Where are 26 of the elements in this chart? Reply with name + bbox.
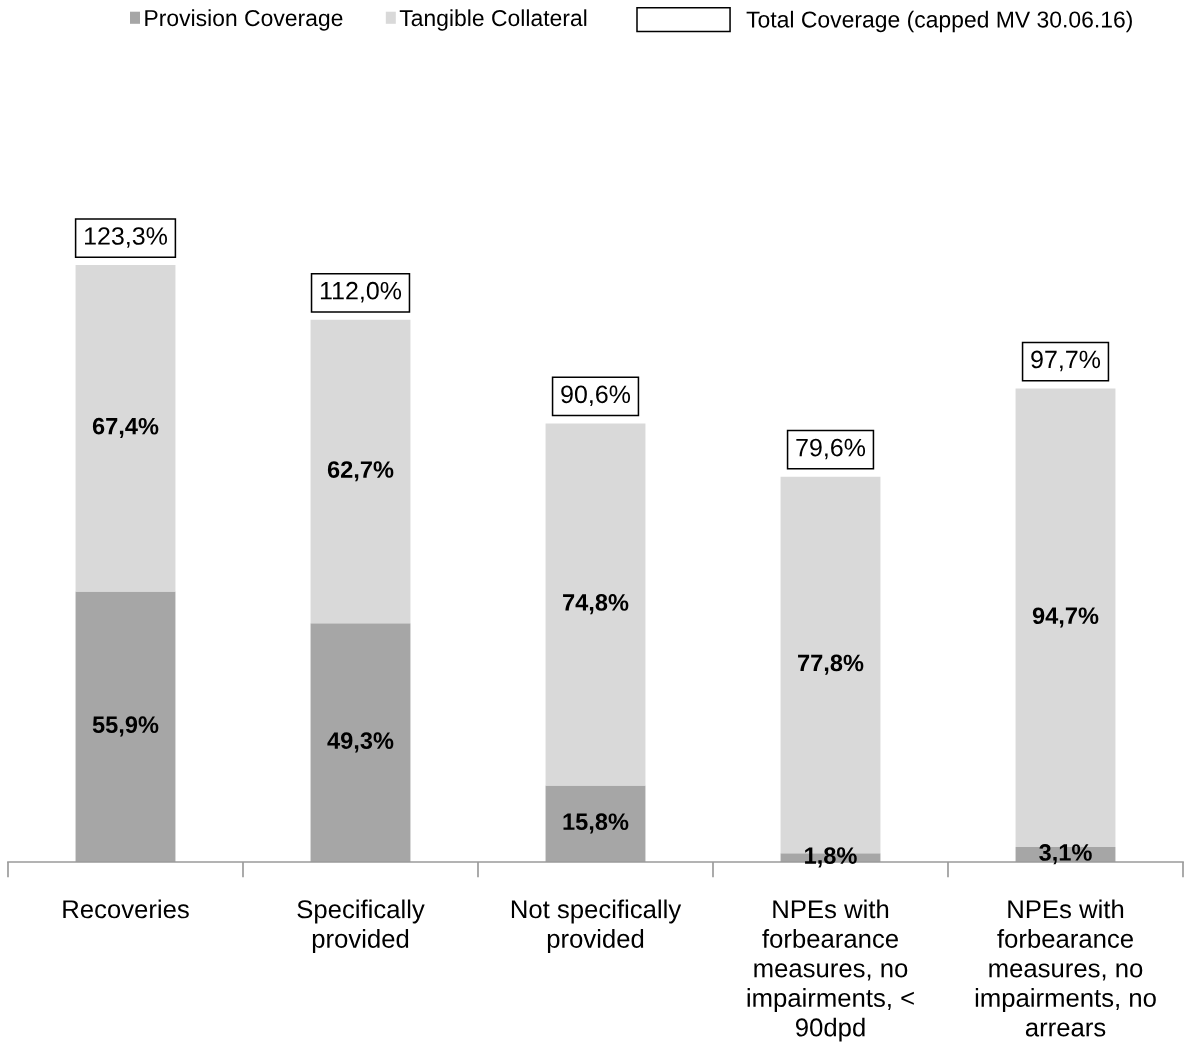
- data-label: 74,8%: [563, 594, 629, 615]
- total-label: 79,6%: [796, 438, 866, 460]
- data-label: 3,1%: [1039, 844, 1092, 865]
- data-label: 62,7%: [327, 461, 394, 482]
- total-label: 90,6%: [561, 385, 631, 407]
- data-label: 94,7%: [1032, 607, 1099, 628]
- x-tick-label: Not specifically provided: [511, 899, 682, 953]
- legend-label: Provision Coverage: [145, 9, 343, 31]
- bar: [545, 423, 646, 786]
- text: Total Coverage (capped MV 30.06.16): [746, 10, 1132, 33]
- x-tick-label: NPEs with forbearance measures, no impairments, < 90dpd: [747, 899, 914, 1042]
- data-label: 49,3%: [327, 732, 394, 753]
- data-label: 77,8%: [798, 654, 864, 675]
- total-label: 97,7%: [1031, 350, 1101, 372]
- x-tick-label: NPEs with forbearance measures, no impairments, no arrears: [975, 899, 1156, 1037]
- total-label: 123,3%: [85, 227, 168, 248]
- data-label: 1,8%: [805, 847, 857, 868]
- data-label: 15,8%: [563, 813, 629, 834]
- total-label: 112,0%: [320, 281, 402, 303]
- bar: [75, 265, 176, 592]
- legend-label: Tangible Collateral: [399, 9, 587, 31]
- x-tick-label: Specifically provided: [297, 899, 425, 953]
- data-label: 67,4%: [92, 417, 159, 438]
- data-label: 55,9%: [92, 716, 159, 737]
- bar: [310, 319, 411, 624]
- x-tick-label: Recoveries: [63, 899, 189, 919]
